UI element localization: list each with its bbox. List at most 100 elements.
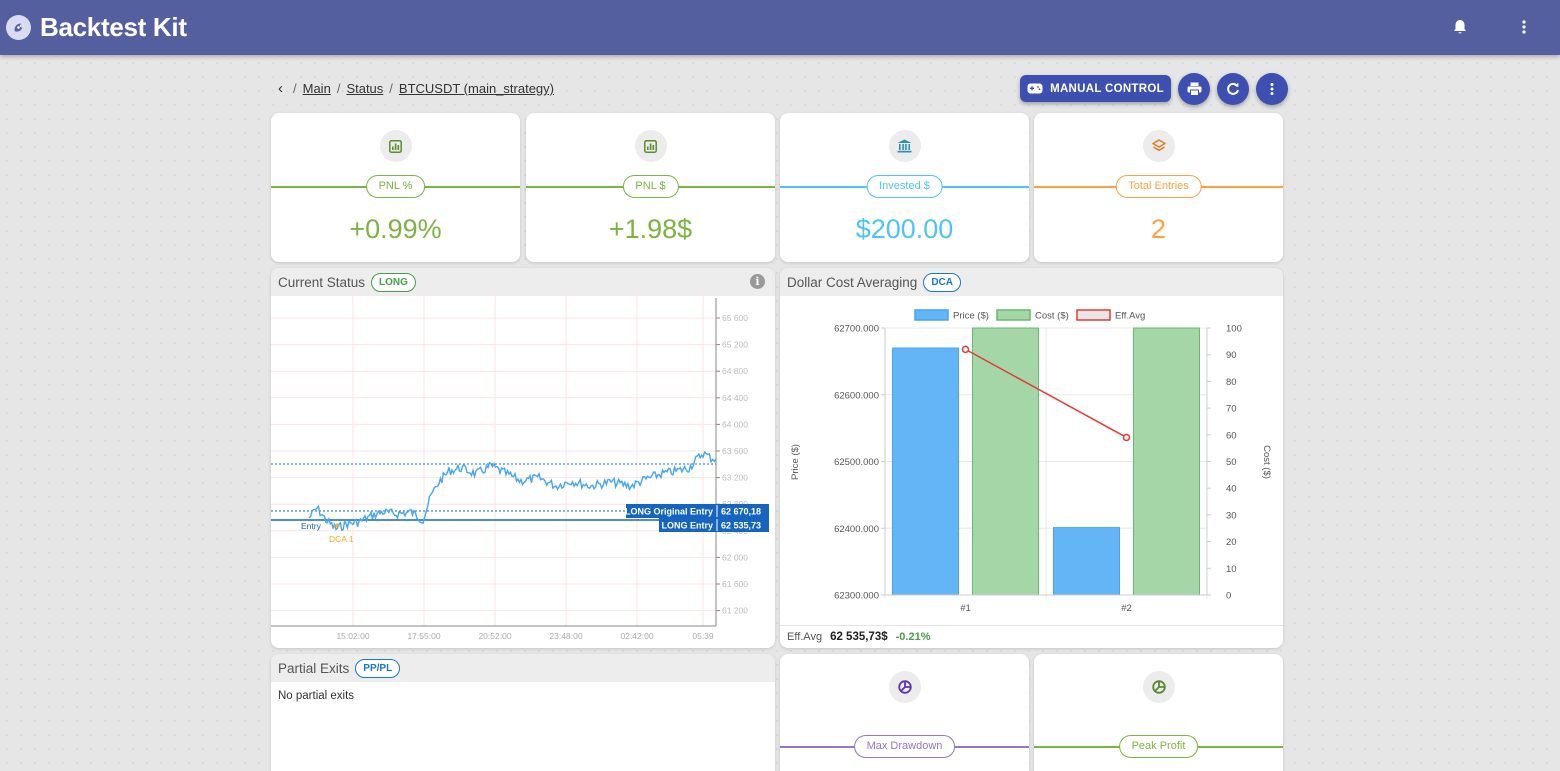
kpi-card-peak-profit: Peak Profit <box>1034 654 1283 771</box>
y-tick-label: 62700.000 <box>834 324 879 335</box>
partial-exits-badge: PP/PL <box>355 658 401 678</box>
print-button[interactable] <box>1178 73 1210 105</box>
y2-tick-label: 60 <box>1226 430 1237 441</box>
panel-title: Partial Exits <box>278 660 350 676</box>
price-series-line <box>308 450 717 531</box>
price-tick-label: 64 000 <box>722 419 748 429</box>
kpi-label: Peak Profit <box>1118 735 1199 758</box>
breadcrumb-status[interactable]: Status <box>346 81 384 96</box>
gamepad-icon <box>1027 83 1043 94</box>
y2-tick-label: 100 <box>1226 324 1242 335</box>
chart-legend: Price ($) Cost ($) Eff.Avg <box>914 309 1145 322</box>
breadcrumb-separator: / <box>293 81 297 96</box>
eff-avg-point[interactable] <box>1122 433 1131 442</box>
refresh-button[interactable] <box>1217 73 1249 105</box>
cost-bar[interactable] <box>972 327 1039 596</box>
more-vert-icon[interactable] <box>1514 17 1534 37</box>
dca-marker-icon <box>334 523 340 527</box>
bank-icon <box>888 130 921 162</box>
chart-pie-icon <box>1142 671 1175 703</box>
original-entry-price-label: LONG Original Entry 62 670,18 <box>625 504 769 518</box>
info-icon[interactable]: i <box>750 274 765 289</box>
more-actions-button[interactable] <box>1256 73 1288 105</box>
price-tick-label: 63 600 <box>722 446 748 456</box>
time-tick-label: 02:42:00 <box>620 631 653 641</box>
kpi-card-total-entries: Total Entries 2 <box>1034 113 1283 262</box>
kpi-value: +0.99% <box>349 214 442 244</box>
time-tick-label: 05:39 <box>692 631 714 641</box>
x-tick-label: #2 <box>1121 603 1132 614</box>
entry-price-label: LONG Entry 62 535,73 <box>659 518 769 532</box>
y-tick-label: 62600.000 <box>834 390 879 401</box>
status-badge: LONG <box>371 272 416 292</box>
kpi-value: 2 <box>1150 214 1167 244</box>
entry-label-value: 62 535,73 <box>721 521 761 531</box>
price-chart[interactable]: 65 600 65 200 64 800 64 400 64 000 63 600 63 2… <box>271 296 775 648</box>
breadcrumb-separator: / <box>389 81 393 96</box>
original-entry-label-text: LONG Original Entry <box>625 507 713 517</box>
back-icon[interactable]: ‹ <box>278 80 283 97</box>
time-tick-label: 17:55:00 <box>407 631 440 641</box>
kpi-card-pnl-dollar: PNL $ +1.98$ <box>526 113 775 262</box>
y2-tick-label: 90 <box>1226 350 1237 361</box>
price-tick-label: 61 200 <box>722 606 748 616</box>
breadcrumb-main[interactable]: Main <box>302 81 331 96</box>
y2-tick-label: 40 <box>1226 484 1237 495</box>
eff-avg-point[interactable] <box>961 345 970 354</box>
chart-box-icon <box>379 130 412 162</box>
kpi-label: PNL $ <box>622 175 679 198</box>
price-tick-label: 65 600 <box>722 313 748 323</box>
legend-swatch <box>1076 309 1111 321</box>
layers-icon <box>1142 130 1175 162</box>
original-entry-label-value: 62 670,18 <box>721 507 761 517</box>
panel-header: Dollar Cost Averaging DCA <box>780 268 1283 296</box>
cost-bar[interactable] <box>1133 327 1200 596</box>
breadcrumb: ‹ / Main / Status / BTCUSDT (main_strate… <box>278 80 554 97</box>
y-tick-label: 62400.000 <box>834 524 879 535</box>
panel-title: Current Status <box>278 274 366 290</box>
app-bar: Backtest Kit <box>0 0 1560 55</box>
eff-avg-label: Eff.Avg <box>787 631 823 643</box>
legend-label: Price ($) <box>953 311 989 322</box>
time-tick-label: 23:48:00 <box>549 631 582 641</box>
logo-icon[interactable] <box>6 15 31 40</box>
time-tick-label: 20:52:00 <box>478 631 511 641</box>
legend-swatch <box>996 309 1031 321</box>
dca-badge: DCA <box>923 272 961 292</box>
bell-icon[interactable] <box>1450 17 1470 37</box>
kpi-value: +1.98$ <box>608 214 693 244</box>
x-tick-label: #1 <box>960 603 971 614</box>
refresh-icon <box>1227 82 1239 95</box>
y-axis-title: Price ($) <box>790 444 801 480</box>
print-icon <box>1187 82 1201 96</box>
manual-control-button[interactable]: MANUAL CONTROL <box>1020 75 1171 102</box>
price-tick-label: 63 200 <box>722 473 748 483</box>
kpi-card-pnl-percent: PNL % +0.99% <box>271 113 520 262</box>
y2-tick-label: 0 <box>1226 591 1231 602</box>
price-bar[interactable] <box>892 347 959 596</box>
eff-avg-value: 62 535,73$ <box>830 631 888 643</box>
time-tick-label: 15:02:00 <box>336 631 369 641</box>
empty-state-text: No partial exits <box>278 690 355 702</box>
breadcrumb-separator: / <box>336 81 341 96</box>
more-vert-icon <box>1270 83 1274 95</box>
chart-pie-icon <box>888 671 921 703</box>
eff-avg-change: -0.21% <box>895 631 931 643</box>
app-title: Backtest Kit <box>40 12 187 42</box>
breadcrumb-strategy[interactable]: BTCUSDT (main_strategy) <box>398 81 554 96</box>
kpi-value: $200.00 <box>855 214 954 244</box>
dca-marker-label: DCA 1 <box>329 534 354 544</box>
y2-tick-label: 50 <box>1226 457 1237 468</box>
y2-tick-label: 10 <box>1226 564 1237 575</box>
kpi-label: Total Entries <box>1115 175 1202 198</box>
kpi-label: PNL % <box>365 175 426 198</box>
kpi-card-max-drawdown: Max Drawdown <box>780 654 1029 771</box>
entry-marker-label: Entry <box>301 521 322 531</box>
y2-tick-label: 80 <box>1226 377 1237 388</box>
dca-chart[interactable]: Price ($) Cost ($) Eff.Avg 62700.000 62600.… <box>780 296 1283 625</box>
price-tick-label: 61 600 <box>722 579 748 589</box>
price-bar[interactable] <box>1053 527 1120 596</box>
y2-tick-label: 70 <box>1226 404 1237 415</box>
panel-header: Current Status LONG <box>271 268 775 296</box>
entry-label-text: LONG Entry <box>661 521 713 531</box>
